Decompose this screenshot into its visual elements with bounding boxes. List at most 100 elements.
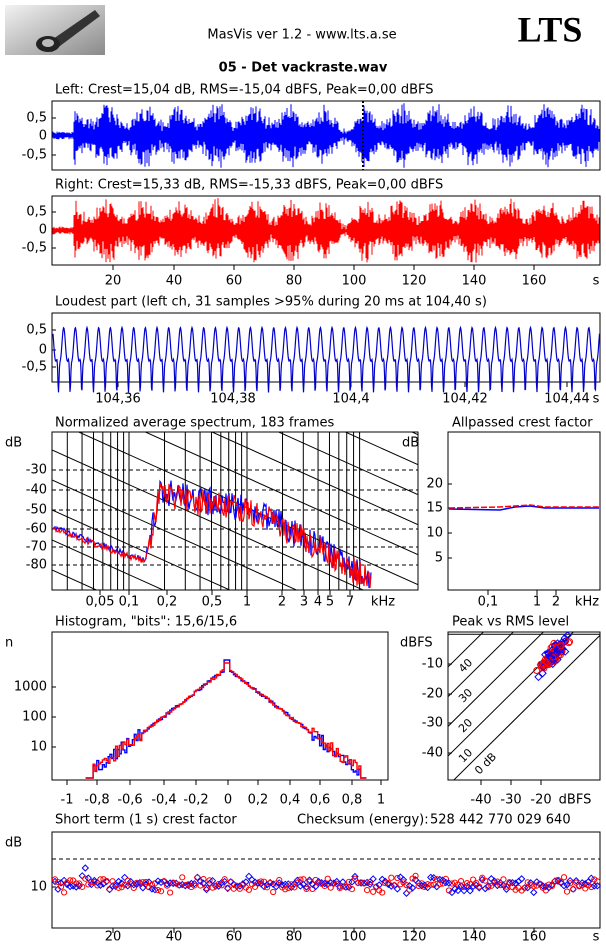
crest-point	[572, 877, 580, 885]
crest-point	[424, 881, 431, 888]
y-tick-label: 0,5	[26, 205, 47, 220]
crest-point	[302, 883, 311, 891]
crest-point	[475, 884, 483, 892]
panel-title: Left: Crest=15,04 dB, RMS=-15,04 dBFS, P…	[55, 83, 434, 98]
crest-point	[102, 877, 111, 886]
spectrum-curve	[52, 482, 372, 589]
crest-point	[278, 881, 286, 889]
crest-point	[530, 888, 538, 897]
x-tick-label: -1	[61, 793, 74, 808]
crest-point	[285, 884, 292, 892]
crest-point	[506, 879, 513, 886]
app-title: MasVis ver 1.2 - www.lts.a.se	[207, 28, 396, 43]
panel-title: Right: Crest=15,33 dB, RMS=-15,33 dBFS, …	[55, 178, 443, 193]
crest-point	[490, 877, 499, 885]
panel-title: Normalized average spectrum, 183 frames	[55, 416, 334, 431]
y-tick-label: 1000	[14, 680, 47, 695]
crest-point	[397, 881, 404, 888]
crest-point	[394, 874, 401, 882]
panel-title: Histogram, "bits": 15,6/15,6	[55, 615, 237, 630]
x-tick-label: 160	[522, 930, 547, 945]
level-point	[560, 647, 570, 656]
y-unit: dB	[5, 836, 22, 851]
x-unit: s	[593, 274, 600, 289]
x-tick-label: 1	[533, 595, 541, 610]
x-unit: kHz	[371, 595, 395, 610]
crest-point	[199, 879, 208, 887]
crest-point	[308, 880, 317, 888]
crest-point	[291, 884, 298, 891]
crest-point	[512, 886, 519, 893]
x-tick-label: 140	[462, 930, 487, 945]
plot-frame	[51, 631, 389, 781]
crest-point	[130, 884, 137, 892]
level-point	[549, 653, 557, 661]
crest-point	[454, 886, 462, 895]
crest-point	[560, 881, 568, 890]
crest-point	[99, 880, 108, 888]
x-unit: dBFS	[559, 793, 592, 808]
crest-point	[251, 883, 259, 890]
x-tick-label: -40	[470, 793, 491, 808]
crest-point	[387, 882, 396, 890]
crest-point	[187, 879, 196, 888]
crest-point	[202, 885, 211, 894]
crest-point	[557, 878, 565, 885]
crest-point	[54, 878, 62, 886]
crest-point	[384, 880, 393, 889]
level-point	[547, 644, 555, 652]
crest-point	[442, 875, 449, 882]
crest-point	[333, 877, 341, 886]
crest-point	[448, 880, 456, 887]
crest-point	[81, 864, 90, 872]
crest-point	[245, 886, 253, 893]
crest-point	[554, 877, 562, 885]
crest-point	[203, 884, 210, 892]
y-tick-label: 0	[39, 129, 47, 144]
crest-point	[321, 882, 328, 890]
x-tick-label: 120	[402, 930, 427, 945]
x-tick-label: 80	[286, 274, 303, 289]
crest-point	[399, 876, 408, 884]
y-tick-label: 0	[39, 223, 47, 238]
crest-point	[336, 885, 343, 892]
crest-point	[109, 878, 116, 885]
y-tick-label: 0,5	[26, 323, 47, 338]
grid-line	[344, 432, 418, 466]
crest-point	[351, 875, 359, 882]
crest-point	[391, 882, 398, 889]
checksum-label: Checksum (energy):	[297, 813, 429, 828]
crest-point	[179, 874, 186, 881]
crest-point	[88, 879, 95, 886]
crest-point	[585, 882, 592, 889]
crest-point	[264, 884, 271, 891]
crest-point	[505, 879, 514, 887]
crest-point	[103, 877, 110, 885]
crest-point	[142, 878, 149, 886]
y-tick-label: 0	[39, 343, 47, 358]
level-point	[533, 667, 541, 675]
y-tick-label: 5	[435, 551, 443, 566]
crest-point	[170, 879, 177, 886]
crest-point	[576, 883, 583, 890]
x-tick-label: 104,38	[210, 392, 256, 407]
x-tick-label: 40	[166, 274, 183, 289]
crest-point	[300, 876, 307, 883]
x-tick-label: -0,2	[183, 793, 208, 808]
panel-title: Short term (1 s) crest factor	[55, 813, 237, 828]
x-tick-label: 60	[226, 930, 243, 945]
logo-image	[5, 5, 105, 55]
crest-point	[188, 883, 195, 891]
crest-point	[523, 884, 532, 892]
crest-point	[124, 882, 132, 890]
crest-point	[206, 877, 213, 884]
y-tick-label: 20	[426, 477, 443, 492]
crest-point	[297, 876, 304, 883]
grid-line	[52, 449, 365, 590]
crest-curve	[448, 505, 599, 511]
crest-point	[433, 876, 440, 883]
x-tick-label: 2	[278, 595, 286, 610]
crest-point	[360, 880, 368, 887]
crest-point	[563, 881, 571, 889]
x-tick-label: 0,2	[248, 793, 269, 808]
